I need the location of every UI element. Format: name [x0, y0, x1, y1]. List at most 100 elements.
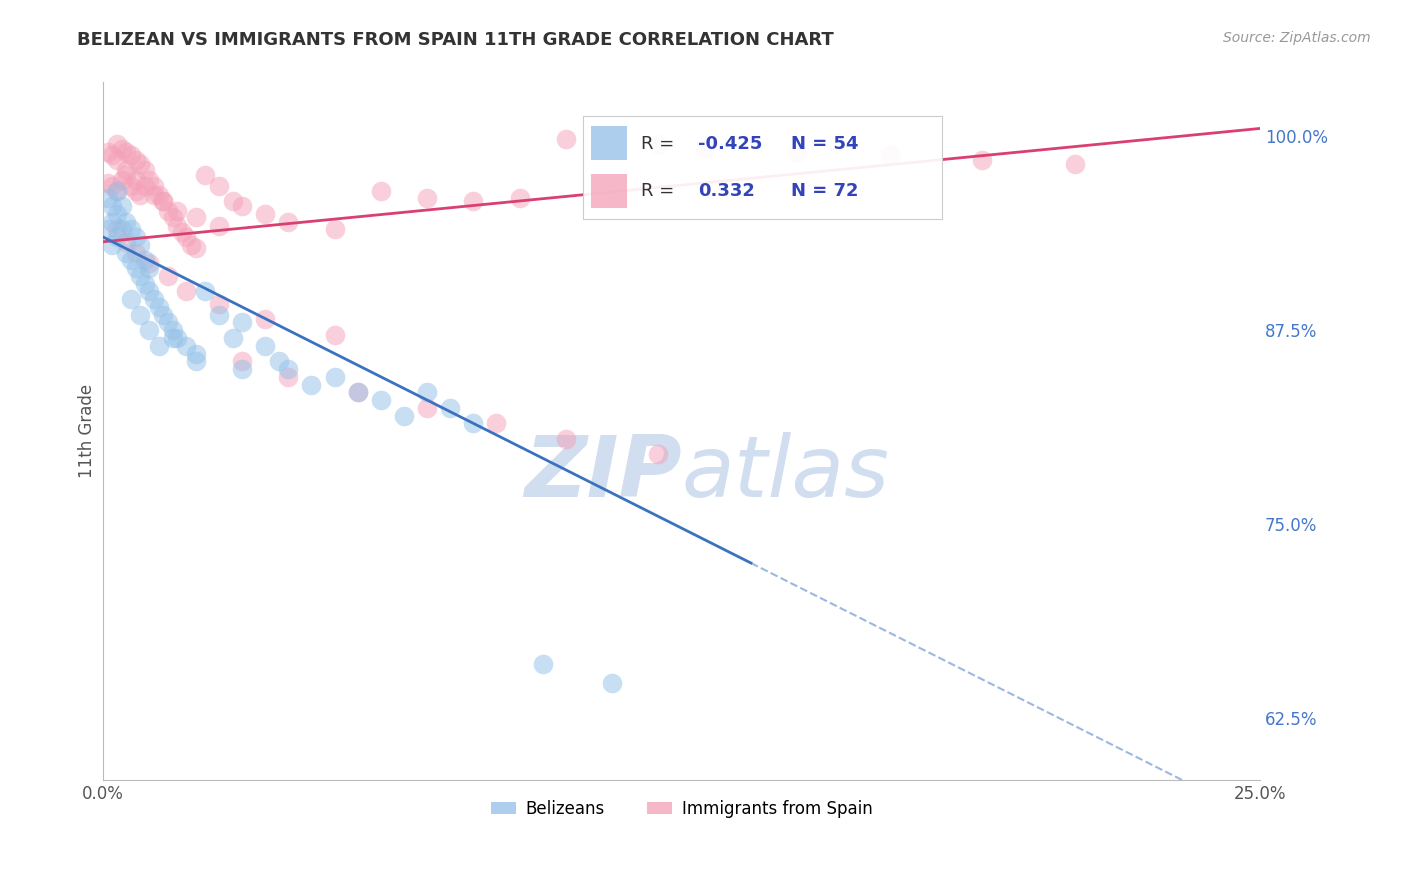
Point — [129, 308, 152, 322]
Point — [138, 256, 160, 270]
Point — [299, 377, 322, 392]
Point — [208, 308, 231, 322]
Legend: Belizeans, Immigrants from Spain: Belizeans, Immigrants from Spain — [484, 793, 879, 824]
Point — [1063, 157, 1085, 171]
Point — [176, 339, 198, 353]
Point — [156, 316, 179, 330]
Text: N = 54: N = 54 — [792, 135, 859, 153]
Point — [138, 285, 160, 299]
Point — [101, 238, 124, 252]
Point — [323, 327, 346, 342]
Point — [180, 238, 202, 252]
Point — [138, 323, 160, 337]
Point — [129, 188, 152, 202]
Point — [120, 178, 142, 193]
Point — [277, 214, 299, 228]
Point — [416, 385, 439, 400]
Point — [346, 385, 368, 400]
Point — [600, 132, 623, 146]
Text: atlas: atlas — [682, 432, 890, 515]
Point — [786, 145, 808, 159]
Point — [194, 168, 217, 182]
Point — [554, 132, 576, 146]
Point — [138, 172, 160, 186]
Point — [115, 214, 138, 228]
Point — [231, 316, 253, 330]
Point — [972, 153, 994, 167]
Point — [105, 207, 128, 221]
Point — [97, 222, 120, 236]
Point — [184, 210, 207, 224]
Point — [439, 401, 461, 415]
Point — [231, 199, 253, 213]
Point — [184, 346, 207, 360]
Point — [97, 176, 120, 190]
Point — [156, 203, 179, 218]
Point — [647, 136, 669, 151]
Point — [208, 297, 231, 311]
Point — [485, 417, 508, 431]
Point — [176, 285, 198, 299]
Point — [184, 354, 207, 368]
Point — [600, 675, 623, 690]
Point — [101, 148, 124, 162]
Point — [463, 194, 485, 209]
Point — [176, 230, 198, 244]
Point — [152, 194, 174, 209]
FancyBboxPatch shape — [591, 127, 627, 160]
Point — [129, 238, 152, 252]
Point — [115, 245, 138, 260]
Point — [120, 148, 142, 162]
Point — [531, 657, 554, 671]
Point — [105, 230, 128, 244]
Point — [148, 339, 170, 353]
Point — [208, 178, 231, 193]
Point — [162, 210, 184, 224]
Point — [509, 191, 531, 205]
Point — [879, 148, 901, 162]
Point — [254, 207, 277, 221]
Point — [222, 194, 245, 209]
Point — [693, 142, 716, 156]
Point — [115, 163, 138, 178]
Point — [120, 253, 142, 268]
Text: R =: R = — [641, 182, 686, 200]
Point — [162, 323, 184, 337]
Point — [152, 194, 174, 209]
Point — [143, 292, 166, 306]
Point — [120, 292, 142, 306]
Text: 0.332: 0.332 — [699, 182, 755, 200]
Point — [134, 277, 156, 291]
Point — [184, 241, 207, 255]
Y-axis label: 11th Grade: 11th Grade — [79, 384, 96, 478]
Point — [120, 222, 142, 236]
Point — [254, 339, 277, 353]
Point — [124, 184, 146, 198]
Point — [463, 417, 485, 431]
Point — [105, 222, 128, 236]
Point — [370, 184, 392, 198]
Point — [115, 235, 138, 249]
FancyBboxPatch shape — [591, 175, 627, 208]
Point — [134, 163, 156, 178]
Point — [101, 214, 124, 228]
Point — [370, 392, 392, 407]
Point — [129, 157, 152, 171]
Point — [148, 188, 170, 202]
Point — [162, 331, 184, 345]
Text: R =: R = — [641, 135, 681, 153]
Point — [105, 153, 128, 167]
Text: N = 72: N = 72 — [792, 182, 859, 200]
Point — [143, 188, 166, 202]
Point — [277, 362, 299, 376]
Point — [323, 222, 346, 236]
Point — [267, 354, 290, 368]
Point — [194, 285, 217, 299]
Point — [124, 245, 146, 260]
Point — [346, 385, 368, 400]
Point — [124, 172, 146, 186]
Point — [111, 142, 134, 156]
Point — [105, 184, 128, 198]
Point — [170, 226, 193, 240]
Point — [101, 199, 124, 213]
